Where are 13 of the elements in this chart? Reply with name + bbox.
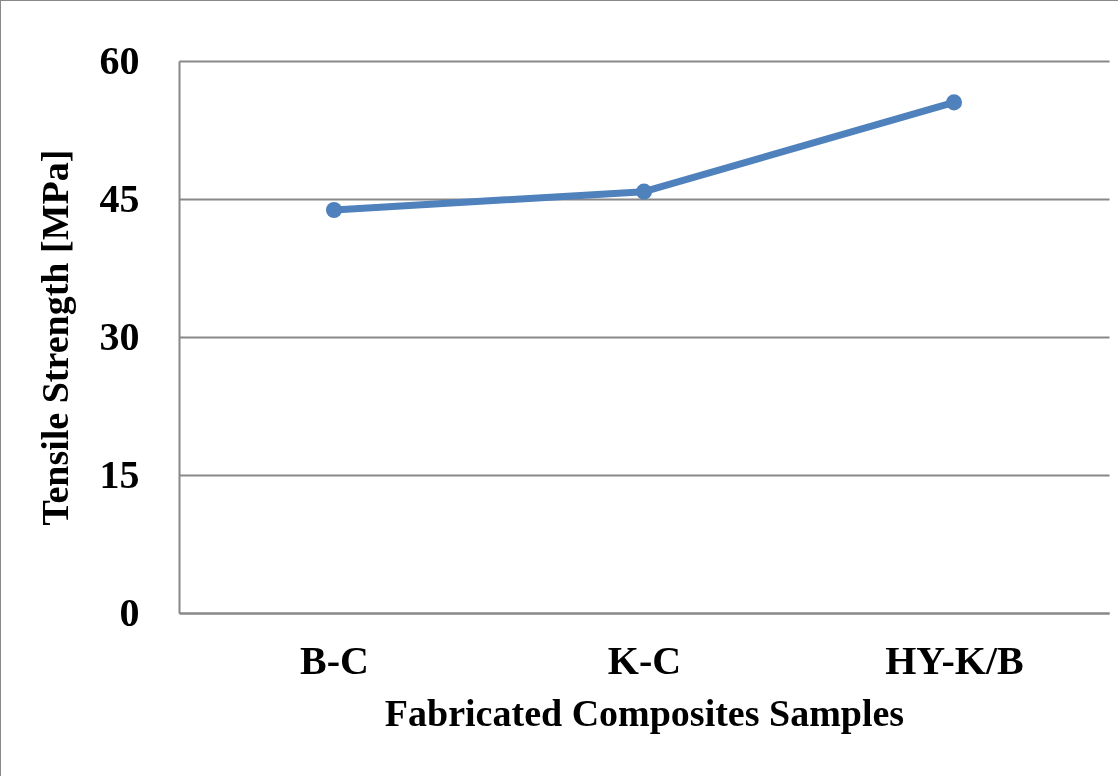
x-axis-title: Fabricated Composites Samples (384, 691, 905, 734)
point (635, 183, 653, 200)
y-tick-label: 45 (99, 175, 140, 221)
y-tick-label: 0 (119, 589, 140, 635)
y-tick-label: 30 (99, 313, 140, 359)
y-tick-label: 15 (99, 451, 140, 497)
point (945, 94, 963, 111)
y-tick-label: 60 (99, 37, 140, 83)
x-tick-label: K-C (607, 637, 682, 683)
x-tick-label: B-C (300, 637, 369, 683)
point (325, 201, 343, 219)
x-tick-label: HY-K/B (885, 637, 1024, 683)
y-axis-title: Tensile Strength [MPa] (33, 149, 76, 526)
